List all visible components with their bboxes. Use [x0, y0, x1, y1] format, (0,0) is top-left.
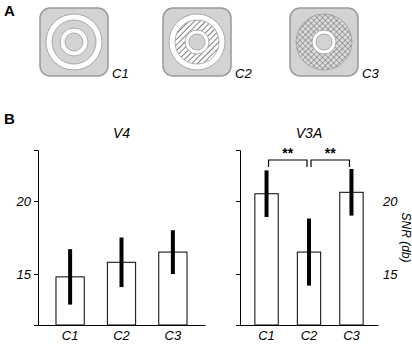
panel-label: A	[4, 2, 15, 19]
tick-label: 15	[383, 267, 398, 282]
error-bar	[265, 170, 269, 217]
stimulus-icon	[163, 8, 231, 76]
tick-mark	[34, 201, 38, 202]
plot-area	[56, 230, 187, 325]
chart-title: V4	[113, 125, 130, 141]
tick-mark	[34, 274, 38, 275]
tick: C2	[301, 325, 318, 343]
chart: V3A 15 20 C1 C2 C3 SNR (db) ** **	[236, 125, 412, 343]
tick: C3	[343, 325, 360, 343]
tick-label: 20	[16, 194, 32, 209]
icon-ring	[52, 20, 96, 64]
error-bar	[68, 249, 72, 304]
tick-label: C1	[62, 328, 79, 343]
figure: AC1C2C3BV41520C1C2C3V3A1520C1C2C3SNR (db…	[0, 0, 412, 350]
axis-line	[236, 151, 241, 326]
tick: C1	[258, 325, 275, 343]
tick-label: C2	[113, 328, 130, 343]
icon-background	[290, 8, 358, 76]
error-bar	[307, 219, 311, 286]
tick-label: C3	[165, 328, 182, 343]
icon-background	[163, 8, 231, 76]
icon-ring	[175, 20, 219, 64]
x-axis: C1 C2 C3	[241, 325, 379, 343]
icon-ring	[65, 33, 83, 51]
significance-bracket	[311, 160, 349, 167]
tick-label: C1	[258, 328, 275, 343]
icon-ring	[189, 34, 205, 50]
y-axis: 1520	[16, 151, 39, 326]
tick-mark	[236, 274, 240, 275]
annotation: **	[325, 145, 336, 161]
tick-label: C2	[301, 328, 318, 343]
tick	[236, 201, 240, 202]
error-bar	[349, 169, 353, 216]
chart: V41520C1C2C3	[16, 125, 206, 343]
tick: 15	[17, 267, 38, 282]
icon-background	[40, 8, 108, 76]
stimulus-icon	[290, 8, 358, 76]
error-bar	[171, 230, 175, 274]
tick	[236, 274, 240, 275]
icon-ring	[60, 28, 88, 56]
icon-label: C2	[235, 66, 252, 81]
icon-ring	[46, 14, 102, 70]
panel-label: B	[4, 110, 15, 127]
annotation: **	[282, 145, 293, 161]
tick-label: C3	[343, 328, 360, 343]
x-axis: C1 C2 C3	[39, 325, 206, 343]
axis-line	[34, 151, 39, 326]
tick: C1	[62, 325, 79, 343]
stimulus-icon	[40, 8, 108, 76]
tick-mark	[236, 201, 240, 202]
axis-line	[241, 325, 379, 326]
y-axis	[236, 151, 241, 326]
significance-bracket	[269, 160, 307, 167]
tick-label: 20	[382, 194, 398, 209]
tick: 20	[16, 194, 38, 209]
icon-ring	[316, 34, 332, 50]
axis-line	[39, 325, 206, 326]
icon-label: C1	[112, 66, 129, 81]
icon-ring	[296, 14, 352, 70]
icon-ring	[312, 30, 336, 54]
tick-label: 15	[17, 267, 32, 282]
icon-ring	[185, 30, 209, 54]
tick: C2	[113, 325, 130, 343]
chart-title: V3A	[296, 125, 322, 141]
tick: C3	[165, 325, 182, 343]
icon-label: C3	[362, 66, 379, 81]
error-bar	[120, 238, 124, 288]
plot-area	[255, 169, 363, 325]
icon-ring	[169, 14, 225, 70]
axis-title: SNR (db)	[399, 212, 412, 262]
